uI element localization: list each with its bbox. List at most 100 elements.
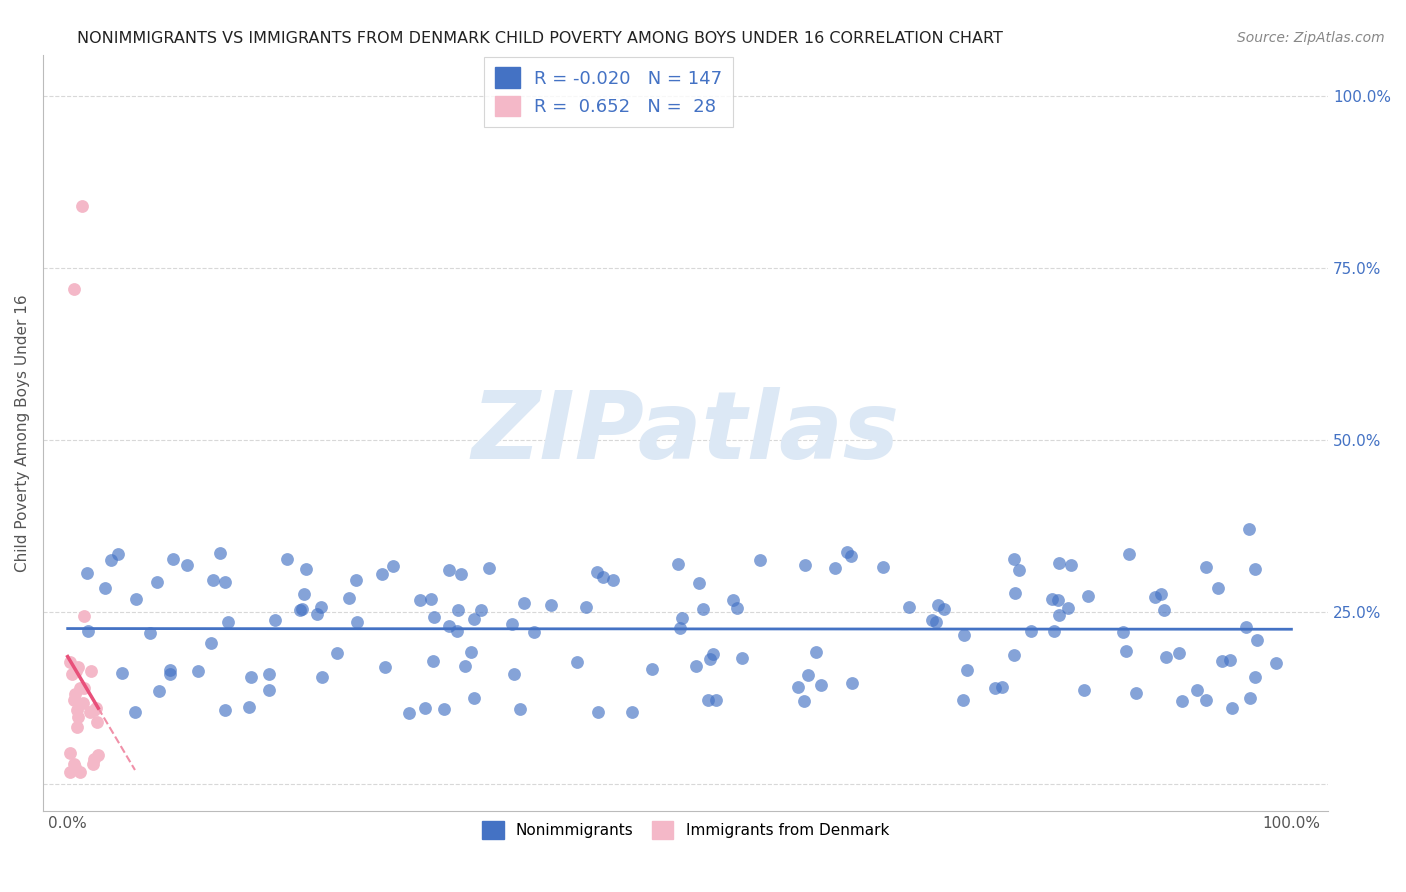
Point <box>1040 591 1063 606</box>
Point <box>209 546 232 560</box>
Point <box>565 656 588 670</box>
Point <box>478 560 501 574</box>
Point <box>66 709 89 723</box>
Point <box>63 760 86 774</box>
Point <box>214 575 236 590</box>
Point <box>824 561 846 575</box>
Point <box>1125 686 1147 700</box>
Point <box>86 715 108 730</box>
Point <box>159 667 181 681</box>
Point <box>786 680 808 694</box>
Point <box>420 592 443 607</box>
Point <box>148 683 170 698</box>
Point <box>839 549 862 564</box>
Point <box>63 693 86 707</box>
Point <box>83 752 105 766</box>
Point <box>540 598 562 612</box>
Point <box>688 576 710 591</box>
Point <box>84 700 107 714</box>
Point <box>503 667 526 681</box>
Point <box>897 599 920 614</box>
Point <box>1243 561 1265 575</box>
Point <box>422 654 444 668</box>
Point <box>1185 682 1208 697</box>
Point <box>794 558 817 573</box>
Point <box>146 575 169 590</box>
Point <box>69 764 91 779</box>
Point <box>291 602 314 616</box>
Point <box>804 644 827 658</box>
Point <box>1002 648 1025 663</box>
Point <box>671 610 693 624</box>
Point <box>1077 589 1099 603</box>
Point <box>276 552 298 566</box>
Point <box>1246 632 1268 647</box>
Point <box>1234 620 1257 634</box>
Point <box>139 625 162 640</box>
Point <box>446 603 468 617</box>
Point <box>264 613 287 627</box>
Point <box>344 574 367 588</box>
Point <box>125 592 148 607</box>
Point <box>100 553 122 567</box>
Point <box>509 701 531 715</box>
Point <box>413 701 436 715</box>
Point <box>1115 644 1137 658</box>
Point <box>1218 653 1240 667</box>
Point <box>952 693 974 707</box>
Point <box>932 602 955 616</box>
Point <box>162 552 184 566</box>
Point <box>59 747 82 761</box>
Point <box>72 199 94 213</box>
Point <box>990 680 1012 694</box>
Point <box>470 603 492 617</box>
Point <box>290 602 312 616</box>
Point <box>925 615 948 629</box>
Point <box>621 705 644 719</box>
Point <box>77 624 100 638</box>
Point <box>292 587 315 601</box>
Point <box>1206 581 1229 595</box>
Point <box>697 692 720 706</box>
Point <box>872 560 894 574</box>
Point <box>723 593 745 607</box>
Text: Source: ZipAtlas.com: Source: ZipAtlas.com <box>1237 31 1385 45</box>
Point <box>1195 693 1218 707</box>
Point <box>337 591 360 606</box>
Point <box>374 660 396 674</box>
Point <box>523 624 546 639</box>
Point <box>1019 624 1042 639</box>
Point <box>382 559 405 574</box>
Legend: Nonimmigrants, Immigrants from Denmark: Nonimmigrants, Immigrants from Denmark <box>477 815 896 845</box>
Point <box>409 593 432 607</box>
Point <box>1047 557 1070 571</box>
Point <box>1170 694 1192 708</box>
Point <box>257 682 280 697</box>
Point <box>669 621 692 635</box>
Point <box>699 652 721 666</box>
Point <box>731 650 754 665</box>
Point <box>1195 560 1218 574</box>
Point <box>1153 603 1175 617</box>
Point <box>107 547 129 561</box>
Point <box>953 627 976 641</box>
Point <box>110 666 132 681</box>
Point <box>501 617 523 632</box>
Point <box>63 688 86 702</box>
Y-axis label: Child Poverty Among Boys Under 16: Child Poverty Among Boys Under 16 <box>15 294 30 572</box>
Point <box>666 557 689 571</box>
Point <box>602 573 624 587</box>
Point <box>575 600 598 615</box>
Point <box>446 624 468 639</box>
Point <box>463 612 485 626</box>
Point <box>921 613 943 627</box>
Point <box>1047 607 1070 622</box>
Point <box>685 659 707 673</box>
Text: ZIPatlas: ZIPatlas <box>471 387 900 479</box>
Point <box>217 615 239 629</box>
Point <box>239 670 262 684</box>
Point <box>59 655 82 669</box>
Point <box>80 665 103 679</box>
Point <box>586 565 609 579</box>
Point <box>1239 690 1261 705</box>
